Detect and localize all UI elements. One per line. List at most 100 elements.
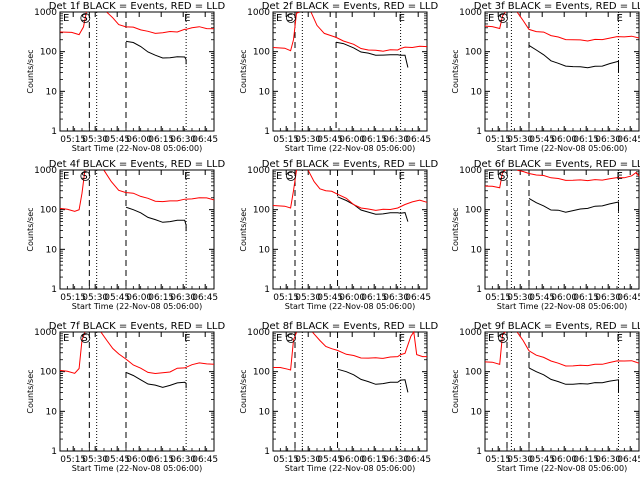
panel-title: Det 5f BLACK = Events, RED = LLD	[262, 159, 439, 170]
x-tick-label: 06:00	[551, 135, 577, 145]
lld-series-line	[484, 11, 506, 30]
x-tick-label: 06:45	[192, 135, 218, 145]
det-9f-chart: Det 9f BLACK = Events, RED = LLD 1 10 100 10…	[451, 321, 640, 473]
panel-title: Det 1f BLACK = Events, RED = LLD	[49, 1, 226, 12]
plot-frame	[59, 11, 215, 132]
x-tick-label: 05:45	[104, 455, 130, 465]
panel-title: Det 2f BLACK = Events, RED = LLD	[262, 1, 439, 12]
x-axis-label: Start Time (22-Nov-08 05:06:00)	[72, 464, 202, 473]
interval-marker: E	[488, 171, 494, 182]
lld-series-line	[307, 170, 428, 211]
x-tick-label: 06:15	[361, 293, 387, 303]
y-tick-label: 1	[476, 127, 482, 137]
det-5f-chart: Det 5f BLACK = Events, RED = LLD 1 10 100 10…	[239, 159, 438, 311]
y-tick-label: 100	[253, 206, 270, 216]
x-tick-label: 06:45	[617, 293, 640, 303]
x-tick-label: 06:15	[148, 293, 174, 303]
interval-marker: E	[276, 333, 282, 344]
x-tick-label: 05:30	[82, 135, 108, 145]
x-tick-label: 05:30	[82, 293, 108, 303]
x-tick-label: 05:30	[507, 293, 533, 303]
y-tick-label: 10	[46, 245, 58, 255]
x-tick-label: 06:30	[170, 135, 196, 145]
events-series-line	[337, 196, 409, 222]
x-tick-label: 06:00	[126, 135, 152, 145]
events-series-line	[125, 40, 187, 65]
y-tick-label: 1	[51, 447, 57, 457]
y-tick-label: 10	[471, 245, 483, 255]
y-axis-label: Counts/sec	[239, 49, 248, 93]
x-tick-label: 05:30	[295, 293, 321, 303]
panel-title: Det 9f BLACK = Events, RED = LLD	[474, 321, 640, 332]
interval-marker: S	[81, 171, 87, 182]
lld-series-line	[59, 332, 86, 374]
y-axis-label: Counts/sec	[26, 369, 35, 413]
interval-marker: E	[276, 13, 282, 24]
lld-series-line	[312, 330, 427, 359]
panel-title: Det 4f BLACK = Events, RED = LLD	[49, 159, 226, 170]
x-tick-label: 05:15	[273, 455, 299, 465]
lld-series-line	[273, 332, 297, 371]
x-tick-label: 06:00	[339, 135, 365, 145]
x-tick-label: 06:30	[170, 293, 196, 303]
start-marker-circle	[80, 333, 91, 343]
interval-marker: E	[616, 13, 622, 24]
x-tick-label: 06:00	[551, 293, 577, 303]
y-tick-label: 1000	[459, 166, 482, 176]
det-8f-chart: Det 8f BLACK = Events, RED = LLD 1 10 100 10…	[239, 321, 438, 473]
y-tick-label: 100	[40, 368, 57, 378]
plot-frame	[272, 11, 428, 132]
y-tick-label: 10	[46, 87, 58, 97]
events-series-line	[528, 44, 619, 73]
interval-marker: E	[616, 333, 622, 344]
y-axis-label: Counts/sec	[26, 49, 35, 93]
x-axis-label: Start Time (22-Nov-08 05:06:00)	[497, 464, 627, 473]
x-tick-label: 06:30	[383, 293, 409, 303]
y-tick-label: 100	[253, 48, 270, 58]
panel-title: Det 6f BLACK = Events, RED = LLD	[474, 159, 640, 170]
x-axis-label: Start Time (22-Nov-08 05:06:00)	[72, 144, 202, 153]
start-marker-circle	[286, 13, 296, 23]
lld-series-line	[106, 11, 215, 34]
lld-series-line	[516, 332, 640, 367]
y-tick-label: 1000	[34, 328, 57, 338]
x-tick-label: 05:30	[295, 455, 321, 465]
plot-frame	[59, 169, 215, 290]
interval-marker: E	[184, 171, 190, 182]
plot-frame	[484, 331, 640, 452]
lld-series-line	[100, 332, 215, 375]
lld-series-line	[516, 12, 640, 42]
y-tick-label: 1	[264, 127, 270, 137]
plot-frame	[272, 169, 428, 290]
y-tick-label: 1	[51, 127, 57, 137]
interval-marker: S	[499, 333, 505, 344]
det-6f-chart: Det 6f BLACK = Events, RED = LLD 1 10 100 10…	[451, 159, 640, 311]
x-tick-label: 06:45	[617, 455, 640, 465]
y-axis-label: Counts/sec	[451, 369, 460, 413]
x-tick-label: 06:15	[361, 135, 387, 145]
plot-frame	[272, 331, 428, 452]
interval-marker: E	[488, 13, 494, 24]
x-tick-label: 05:15	[273, 135, 299, 145]
plot-frame	[484, 169, 640, 290]
x-tick-label: 05:45	[529, 135, 555, 145]
start-marker-circle	[80, 171, 91, 181]
lld-series-line	[272, 169, 297, 209]
x-tick-label: 05:45	[529, 293, 555, 303]
x-tick-label: 06:00	[551, 455, 577, 465]
x-tick-label: 06:30	[383, 135, 409, 145]
x-tick-label: 06:15	[573, 293, 599, 303]
x-tick-label: 05:15	[485, 455, 511, 465]
x-tick-label: 05:15	[485, 135, 511, 145]
interval-marker: S	[287, 333, 293, 344]
y-tick-label: 10	[259, 87, 271, 97]
x-tick-label: 06:30	[595, 293, 621, 303]
det-3f-chart: Det 3f BLACK = Events, RED = LLD 1 10 100 10…	[451, 1, 640, 153]
y-tick-label: 100	[465, 48, 482, 58]
events-series-line	[125, 206, 187, 232]
y-axis-label: Counts/sec	[451, 49, 460, 93]
x-tick-label: 06:45	[405, 135, 431, 145]
interval-marker: E	[63, 171, 69, 182]
interval-marker: E	[276, 171, 282, 182]
events-series-line	[528, 367, 619, 393]
